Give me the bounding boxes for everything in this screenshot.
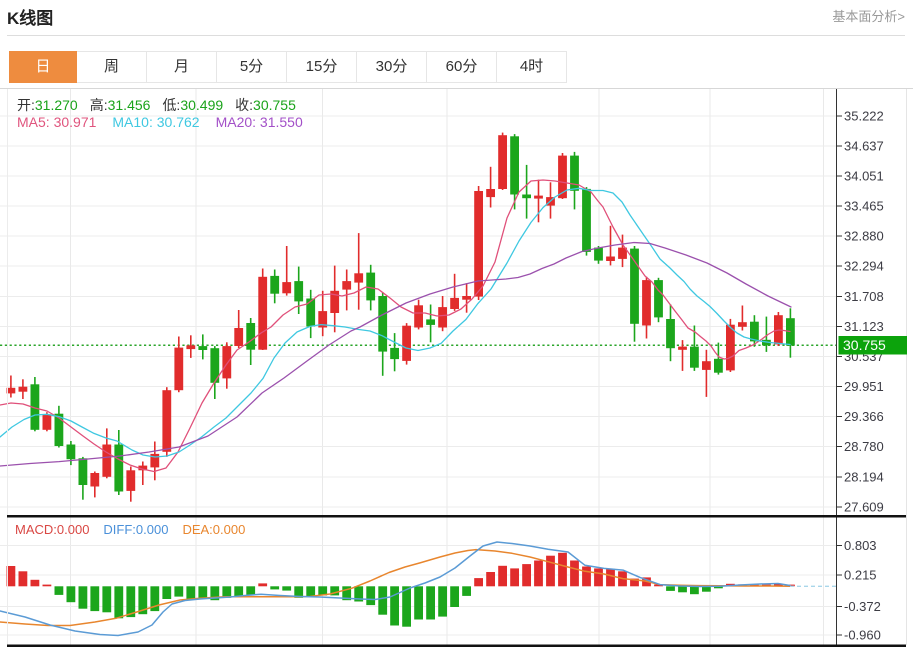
svg-text:-0.372: -0.372: [844, 599, 881, 614]
svg-text:27.609: 27.609: [844, 499, 884, 514]
svg-text:29.951: 29.951: [844, 379, 884, 394]
svg-text:33.465: 33.465: [844, 199, 884, 214]
svg-text:34.637: 34.637: [844, 138, 884, 153]
svg-text:28.194: 28.194: [844, 469, 884, 484]
svg-text:31.708: 31.708: [844, 289, 884, 304]
svg-text:29.366: 29.366: [844, 409, 884, 424]
svg-text:32.294: 32.294: [844, 259, 884, 274]
svg-text:0.803: 0.803: [844, 538, 877, 553]
svg-text:35.222: 35.222: [844, 108, 884, 123]
svg-text:31.123: 31.123: [844, 319, 884, 334]
svg-text:34.051: 34.051: [844, 169, 884, 184]
svg-text:32.880: 32.880: [844, 229, 884, 244]
svg-text:28.780: 28.780: [844, 439, 884, 454]
svg-text:0.215: 0.215: [844, 568, 877, 583]
svg-text:30.755: 30.755: [843, 337, 886, 353]
svg-text:-0.960: -0.960: [844, 628, 881, 643]
